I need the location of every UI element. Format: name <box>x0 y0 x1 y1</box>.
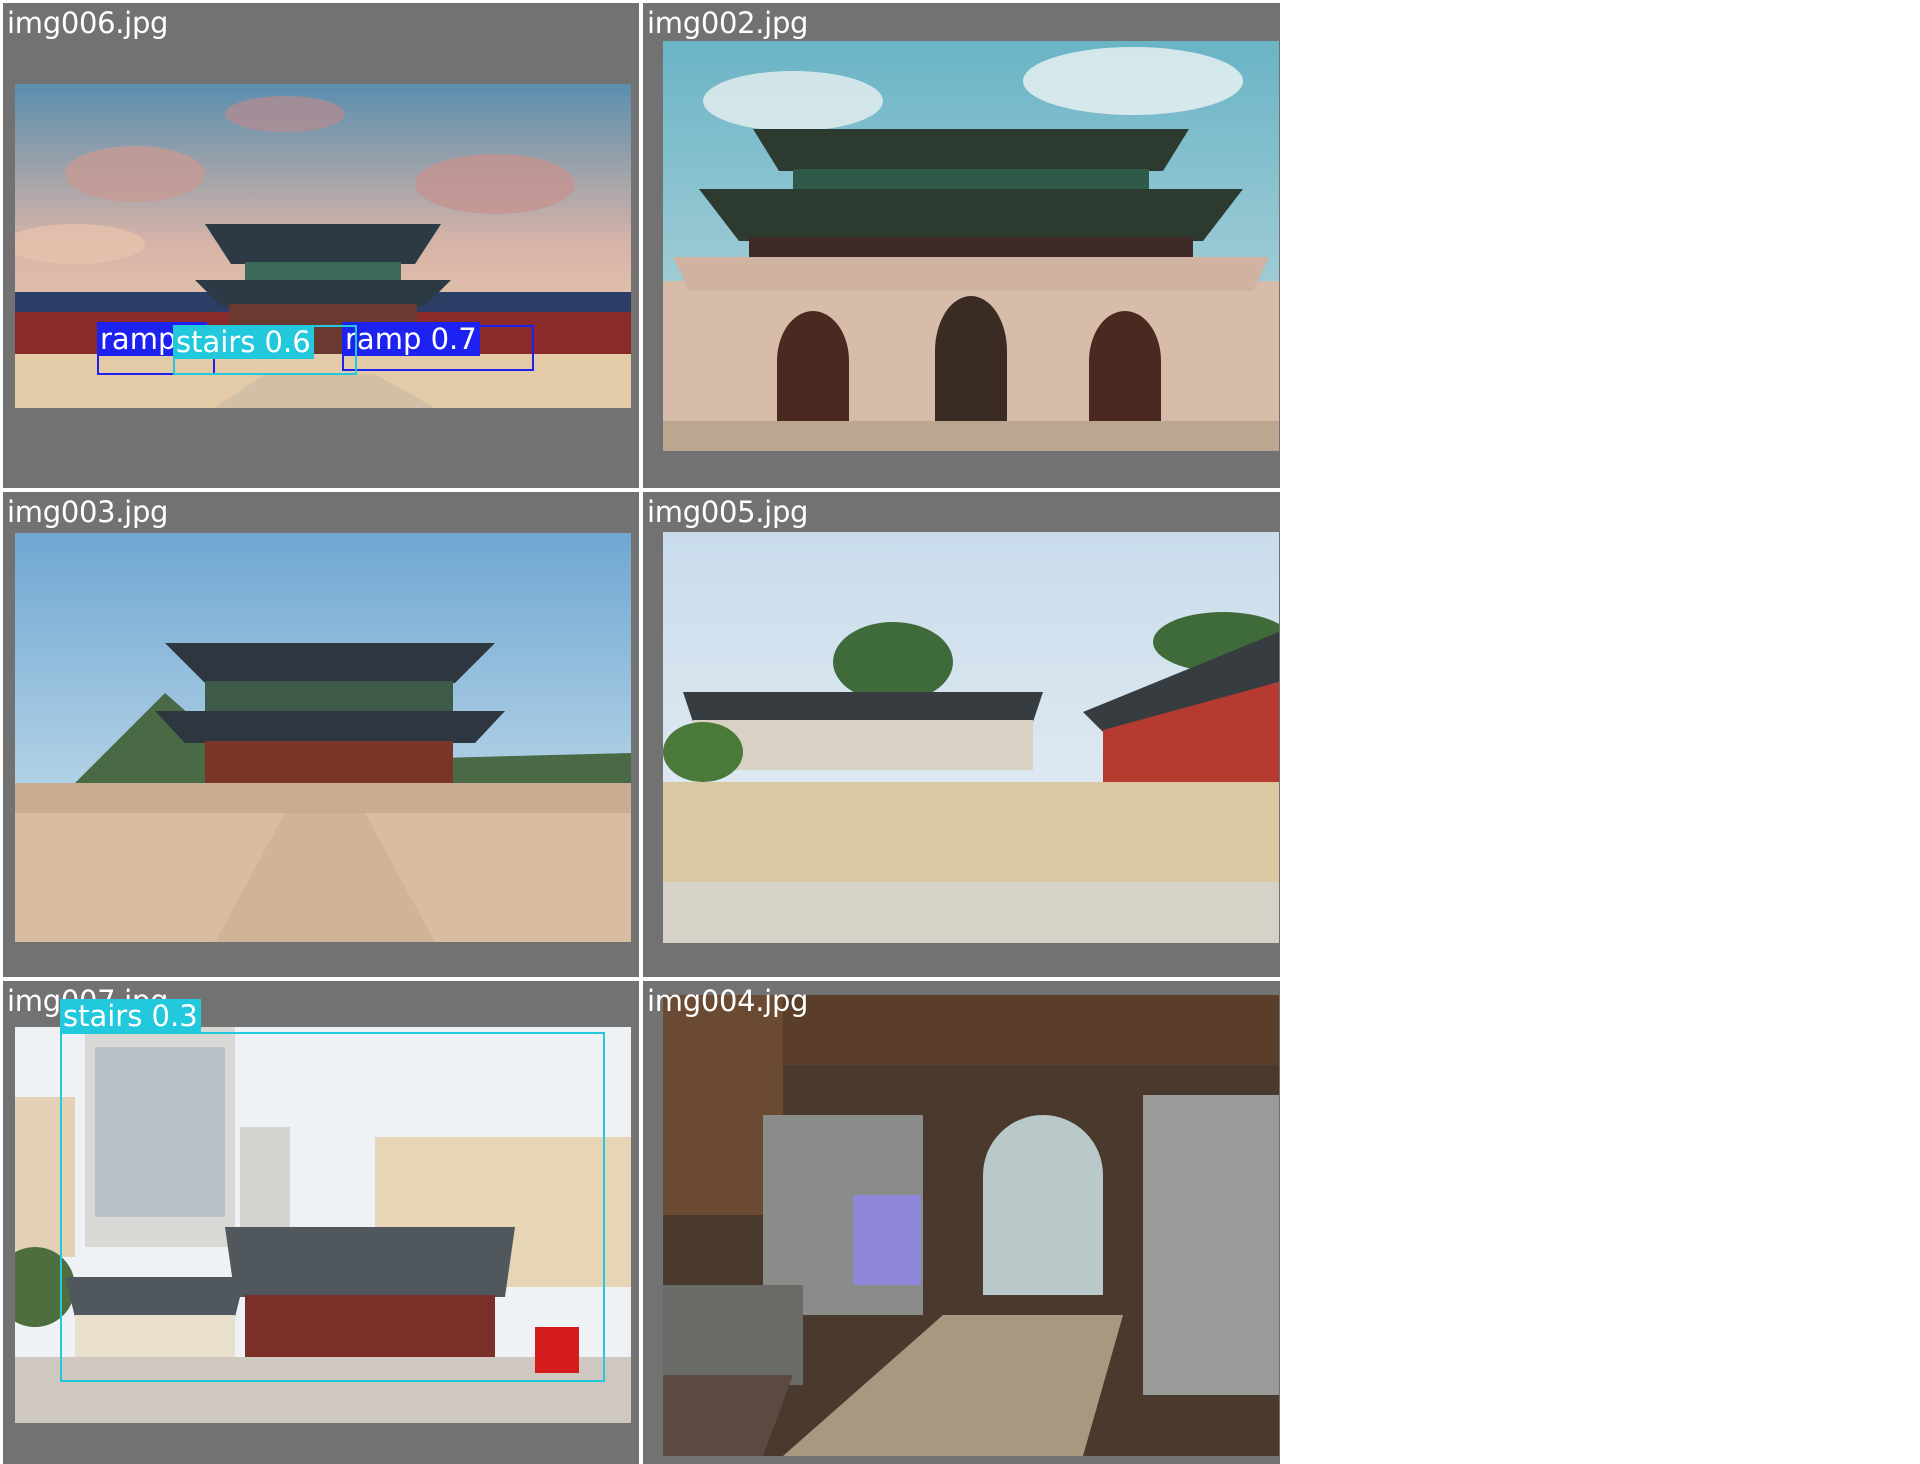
photo-hanok-gateway-ramp <box>663 995 1279 1456</box>
tile-img002[interactable]: img002.jpg <box>643 3 1280 488</box>
filename-label: img002.jpg <box>647 6 809 40</box>
tile-img004[interactable]: img004.jpg <box>643 981 1280 1464</box>
filename-label: img006.jpg <box>7 6 169 40</box>
detection-label-ramp: ramp 0.7 <box>342 322 480 356</box>
filename-label: img004.jpg <box>647 984 809 1018</box>
photo-throne-hall-courtyard <box>15 533 631 942</box>
tile-img003[interactable]: img003.jpg <box>3 492 639 977</box>
photo-palace-gate <box>663 41 1279 451</box>
photo-gate-city-buildings <box>15 1027 631 1423</box>
tile-img007[interactable]: img007.jpg stairs 0.3 <box>3 981 639 1464</box>
photo-palace-courtyard <box>663 532 1279 943</box>
tile-img006[interactable]: img006.jpg ramp 0 ramp 0.7 stairs 0.6 <box>3 3 639 488</box>
detection-box-stairs[interactable] <box>60 1032 605 1382</box>
filename-label: img005.jpg <box>647 495 809 529</box>
detection-label-stairs: stairs 0.6 <box>173 325 314 359</box>
tile-img005[interactable]: img005.jpg <box>643 492 1280 977</box>
filename-label: img003.jpg <box>7 495 169 529</box>
detection-label-stairs: stairs 0.3 <box>60 999 201 1033</box>
photo-palace-hall-sunset <box>15 84 631 408</box>
